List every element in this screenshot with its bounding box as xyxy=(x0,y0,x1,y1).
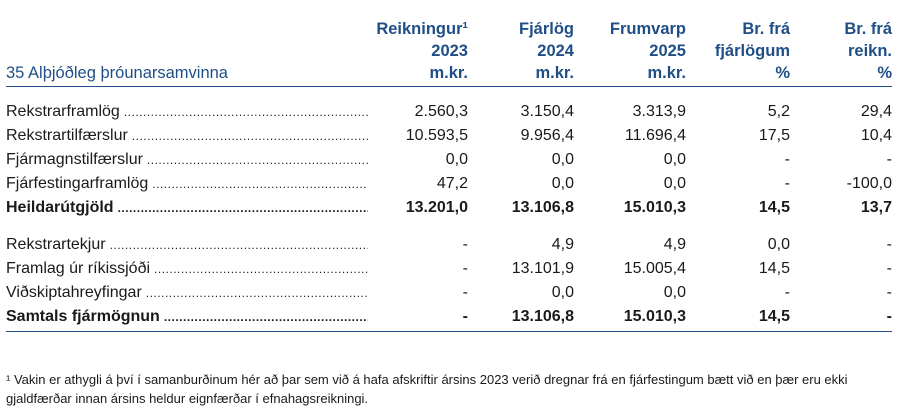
table-cell: 13.101,9 xyxy=(511,260,574,277)
table-cell: 47,2 xyxy=(436,175,468,192)
table-cell: 0,0 xyxy=(663,284,686,301)
table-cell: 0,0 xyxy=(445,151,468,168)
table-cell: - xyxy=(886,151,892,168)
table-body: Rekstrarframlög 2.560,3 3.150,4 3.313,9 … xyxy=(6,87,892,332)
table-row: Fjármagnstilfærslur 0,0 0,0 0,0 - - xyxy=(6,148,892,172)
column-header: Br. frá fjárlögum % xyxy=(686,18,790,87)
table-cell: 4,9 xyxy=(663,236,686,253)
column-header: Reikningur¹ 2023 m.kr. xyxy=(368,18,468,87)
table-cell: 15.010,3 xyxy=(574,305,686,332)
table-cell: - xyxy=(790,305,892,332)
table-cell: - xyxy=(886,260,892,277)
column-header: Fjárlög 2024 m.kr. xyxy=(468,18,574,87)
column-header: Frumvarp 2025 m.kr. xyxy=(574,18,686,87)
table-cell: 15.005,4 xyxy=(623,260,686,277)
table-row: Fjárfestingarframlög 47,2 0,0 0,0 - -100… xyxy=(6,172,892,196)
table-cell: -100,0 xyxy=(846,175,892,192)
table-cell: 0,0 xyxy=(663,151,686,168)
table-cell: - xyxy=(784,175,790,192)
row-label: Samtals fjármögnun xyxy=(6,308,160,325)
table-cell: 14,5 xyxy=(686,305,790,332)
table-cell: 13,7 xyxy=(860,199,892,216)
table-cell: 4,9 xyxy=(551,236,574,253)
column-header: Br. frá reikn. % xyxy=(790,18,892,87)
table-cell: 13.201,0 xyxy=(405,199,468,216)
table-cell: 10,4 xyxy=(860,127,892,144)
table-header: 35 Alþjóðleg þróunarsamvinna Reikningur¹… xyxy=(6,18,892,87)
table-row: Framlag úr ríkissjóði - 13.101,9 15.005,… xyxy=(6,257,892,281)
row-label: Framlag úr ríkissjóði xyxy=(6,260,151,277)
table-title: 35 Alþjóðleg þróunarsamvinna xyxy=(6,18,368,87)
table-cell: 9.956,4 xyxy=(520,127,574,144)
table-cell: 11.696,4 xyxy=(624,127,686,144)
table-cell: 5,2 xyxy=(767,103,790,120)
table-cell: 0,0 xyxy=(551,175,574,192)
table-cell: 14,5 xyxy=(758,199,790,216)
total-row: Samtals fjármögnun - 13.106,8 15.010,3 1… xyxy=(6,305,892,332)
row-label: Fjármagnstilfærslur xyxy=(6,151,143,168)
table-cell: 2.560,3 xyxy=(414,103,468,120)
row-label: Rekstrartekjur xyxy=(6,236,106,253)
table-cell: - xyxy=(462,236,468,253)
table-cell: - xyxy=(462,284,468,301)
table-cell: - xyxy=(784,284,790,301)
table-cell: 14,5 xyxy=(758,260,790,277)
table-row: Viðskiptahreyfingar - 0,0 0,0 - - xyxy=(6,281,892,305)
table-cell: 15.010,3 xyxy=(623,199,686,216)
row-label: Fjárfestingarframlög xyxy=(6,175,149,192)
table-cell: 0,0 xyxy=(663,175,686,192)
table-cell: 0,0 xyxy=(551,284,574,301)
table-cell: 0,0 xyxy=(767,236,790,253)
row-label: Heildarútgjöld xyxy=(6,199,114,216)
table-cell: - xyxy=(368,305,468,332)
table-row: Rekstrarframlög 2.560,3 3.150,4 3.313,9 … xyxy=(6,100,892,124)
table-cell: 10.593,5 xyxy=(405,127,468,144)
table-cell: - xyxy=(784,151,790,168)
budget-table: 35 Alþjóðleg þróunarsamvinna Reikningur¹… xyxy=(6,18,892,332)
row-label: Rekstrartilfærslur xyxy=(6,127,128,144)
table-cell: 3.150,4 xyxy=(520,103,574,120)
table-cell: - xyxy=(462,260,468,277)
table-cell: 29,4 xyxy=(860,103,892,120)
table-cell: 0,0 xyxy=(551,151,574,168)
row-label: Viðskiptahreyfingar xyxy=(6,284,142,301)
total-row: Heildarútgjöld 13.201,0 13.106,8 15.010,… xyxy=(6,196,892,220)
table-cell: 17,5 xyxy=(758,127,790,144)
table-cell: - xyxy=(886,284,892,301)
footnote: ¹ Vakin er athygli á því í samanburðinum… xyxy=(6,372,848,406)
table-row: Rekstrartekjur - 4,9 4,9 0,0 - xyxy=(6,233,892,257)
row-label: Rekstrarframlög xyxy=(6,103,120,120)
table-cell: - xyxy=(886,236,892,253)
table-cell: 13.106,8 xyxy=(468,305,574,332)
table-cell: 3.313,9 xyxy=(632,103,686,120)
table-cell: 13.106,8 xyxy=(511,199,574,216)
table-row: Rekstrartilfærslur 10.593,5 9.956,4 11.6… xyxy=(6,124,892,148)
